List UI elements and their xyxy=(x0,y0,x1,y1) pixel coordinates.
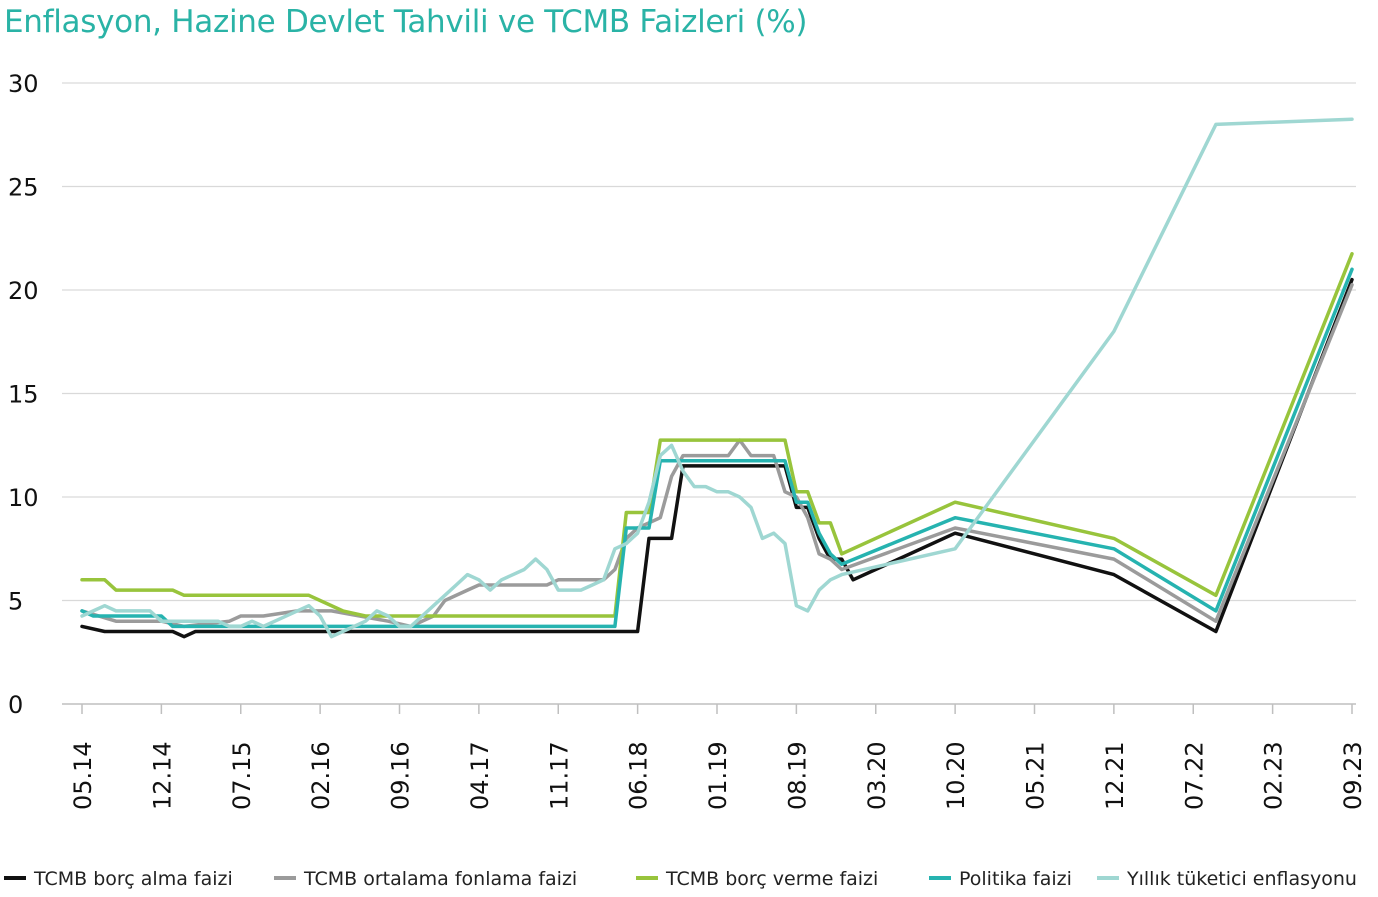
y-axis: 0 5 10 15 20 25 30 xyxy=(8,70,39,719)
x-tick-label: 08.19 xyxy=(783,741,811,810)
x-tick-label: 02.16 xyxy=(307,741,335,810)
series-line-5 xyxy=(80,117,1354,639)
y-tick-label: 5 xyxy=(8,588,23,616)
x-tick-label: 06.18 xyxy=(625,741,653,810)
series-line-2 xyxy=(80,283,1354,629)
x-tick-label: 05.14 xyxy=(69,741,97,810)
legend-label: TCMB borç verme faizi xyxy=(665,868,878,890)
y-tick-label: 15 xyxy=(8,381,39,409)
y-tick-label: 20 xyxy=(8,277,39,305)
legend-label: Politika faizi xyxy=(959,868,1072,890)
legend: TCMB borç alma faizi TCMB ortalama fonlam… xyxy=(4,868,1357,890)
x-tick-label: 03.20 xyxy=(863,741,891,810)
y-tick-label: 30 xyxy=(8,70,39,98)
y-tick-label: 25 xyxy=(8,174,39,202)
gridlines xyxy=(62,82,1356,602)
legend-label: Yıllık tüketici enflasyonu xyxy=(1126,868,1357,890)
series-line-3 xyxy=(80,252,1354,618)
x-tick-label: 07.15 xyxy=(228,741,256,810)
x-tick-label: 11.17 xyxy=(545,741,573,810)
series-line-1 xyxy=(80,277,1354,639)
x-tick-label: 12.21 xyxy=(1101,741,1129,810)
x-tick-label: 01.19 xyxy=(704,741,732,810)
x-tick-label: 09.16 xyxy=(387,741,415,810)
x-tick-label: 05.21 xyxy=(1022,741,1050,810)
series-line-4 xyxy=(80,267,1354,629)
x-tick-label: 09.23 xyxy=(1339,741,1367,810)
x-tick-label: 04.17 xyxy=(466,741,494,810)
legend-label: TCMB ortalama fonlama faizi xyxy=(303,868,577,890)
y-tick-label: 10 xyxy=(8,484,39,512)
x-tick-label: 12.14 xyxy=(148,741,176,810)
x-tick-label: 07.22 xyxy=(1180,741,1208,810)
x-axis: 05.14 12.14 07.15 02.16 09.16 04.17 11.17 06.18… xyxy=(62,703,1367,810)
chart-title: Enflasyon, Hazine Devlet Tahvili ve TCMB… xyxy=(4,4,808,40)
x-tick-label: 10.20 xyxy=(942,741,970,810)
legend-label: TCMB borç alma faizi xyxy=(33,868,233,890)
series-lines xyxy=(80,117,1354,639)
x-tick-label: 02.23 xyxy=(1260,741,1288,810)
y-tick-label: 0 xyxy=(8,691,23,719)
